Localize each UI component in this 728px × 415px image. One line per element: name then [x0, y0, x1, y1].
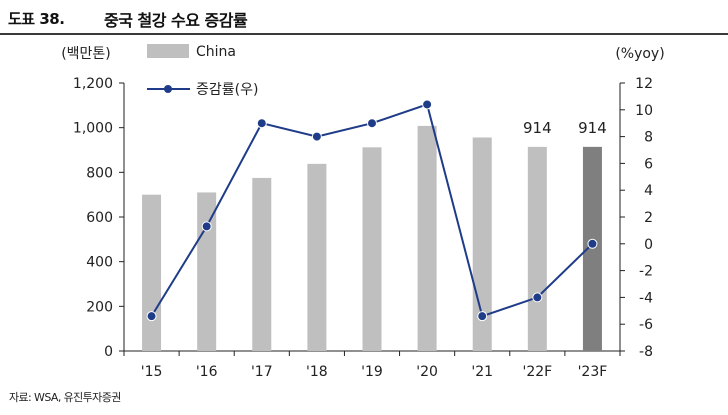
left-axis-ticks: 0 200 400 600 800 1,000 1,200 [73, 76, 124, 360]
line-point [532, 292, 543, 303]
line-point [311, 131, 322, 142]
bar [417, 125, 437, 351]
left-tick-label: 1,200 [73, 76, 113, 92]
figure-number: 도표 38. [8, 10, 65, 28]
right-tick-label: 12 [635, 76, 653, 92]
left-tick-label: 800 [86, 165, 113, 181]
right-tick-label: -8 [639, 344, 653, 360]
left-tick-label: 400 [86, 255, 113, 271]
legend-bar-swatch [147, 44, 189, 58]
bar [197, 192, 217, 351]
bar [142, 194, 162, 351]
line-point [367, 118, 377, 129]
right-tick-label: -6 [639, 317, 653, 333]
x-tick-label: '17 [251, 364, 273, 380]
left-tick-label: 1,000 [73, 121, 113, 137]
right-tick-label: 6 [644, 156, 653, 172]
left-tick-label: 0 [104, 344, 113, 360]
left-tick-label: 600 [86, 210, 113, 226]
line-point [477, 311, 488, 322]
x-tick-label: '18 [306, 364, 328, 380]
bar [582, 146, 602, 351]
right-axis-unit: (%yoy) [615, 46, 664, 62]
bar-data-label: 914 [523, 119, 552, 137]
bar [362, 147, 382, 351]
right-tick-label: 4 [644, 183, 653, 199]
legend-line-marker [164, 85, 172, 93]
legend-line-label: 증감률(우) [196, 82, 258, 98]
bar-data-labels: 914 914 [523, 119, 607, 137]
line-point [422, 99, 433, 110]
right-tick-label: 8 [644, 130, 653, 146]
bar [527, 146, 547, 351]
line-series [146, 99, 598, 322]
line-point [587, 238, 598, 249]
right-tick-label: 2 [644, 210, 653, 226]
header-rule [0, 33, 728, 35]
x-tick-label: '19 [361, 364, 383, 380]
left-axis-unit: (백만톤) [61, 46, 111, 62]
figure-header: 도표 38. 중국 철강 수요 증감률 [0, 0, 728, 35]
bar [307, 163, 327, 351]
x-tick-label: '22F [522, 364, 552, 380]
right-tick-label: -4 [639, 290, 653, 306]
line-point [201, 221, 212, 232]
x-axis-ticks: '15 '16 '17 '18 '19 '20 '21 '22F '23F [123, 351, 621, 380]
bar-data-label: 914 [578, 119, 607, 137]
x-tick-label: '15 [141, 364, 163, 380]
source-note: 자료: WSA, 유진투자증권 [9, 391, 121, 404]
left-tick-label: 200 [86, 299, 113, 315]
right-axis-ticks: -8 -6 -4 -2 0 2 4 6 8 10 12 [620, 76, 653, 360]
x-tick-label: '21 [471, 364, 493, 380]
legend: China 증감률(우) [147, 44, 258, 98]
x-tick-label: '16 [196, 364, 218, 380]
legend-bar-label: China [196, 44, 236, 60]
right-tick-label: 10 [635, 103, 653, 119]
bar-series [142, 125, 602, 351]
figure-title: 중국 철강 수요 증감률 [104, 11, 248, 30]
x-tick-label: '23F [578, 364, 608, 380]
line-point [256, 118, 267, 129]
right-tick-label: 0 [644, 237, 653, 253]
x-tick-label: '20 [416, 364, 438, 380]
right-tick-label: -2 [639, 264, 653, 280]
bar [252, 177, 272, 351]
line-point [146, 311, 157, 322]
